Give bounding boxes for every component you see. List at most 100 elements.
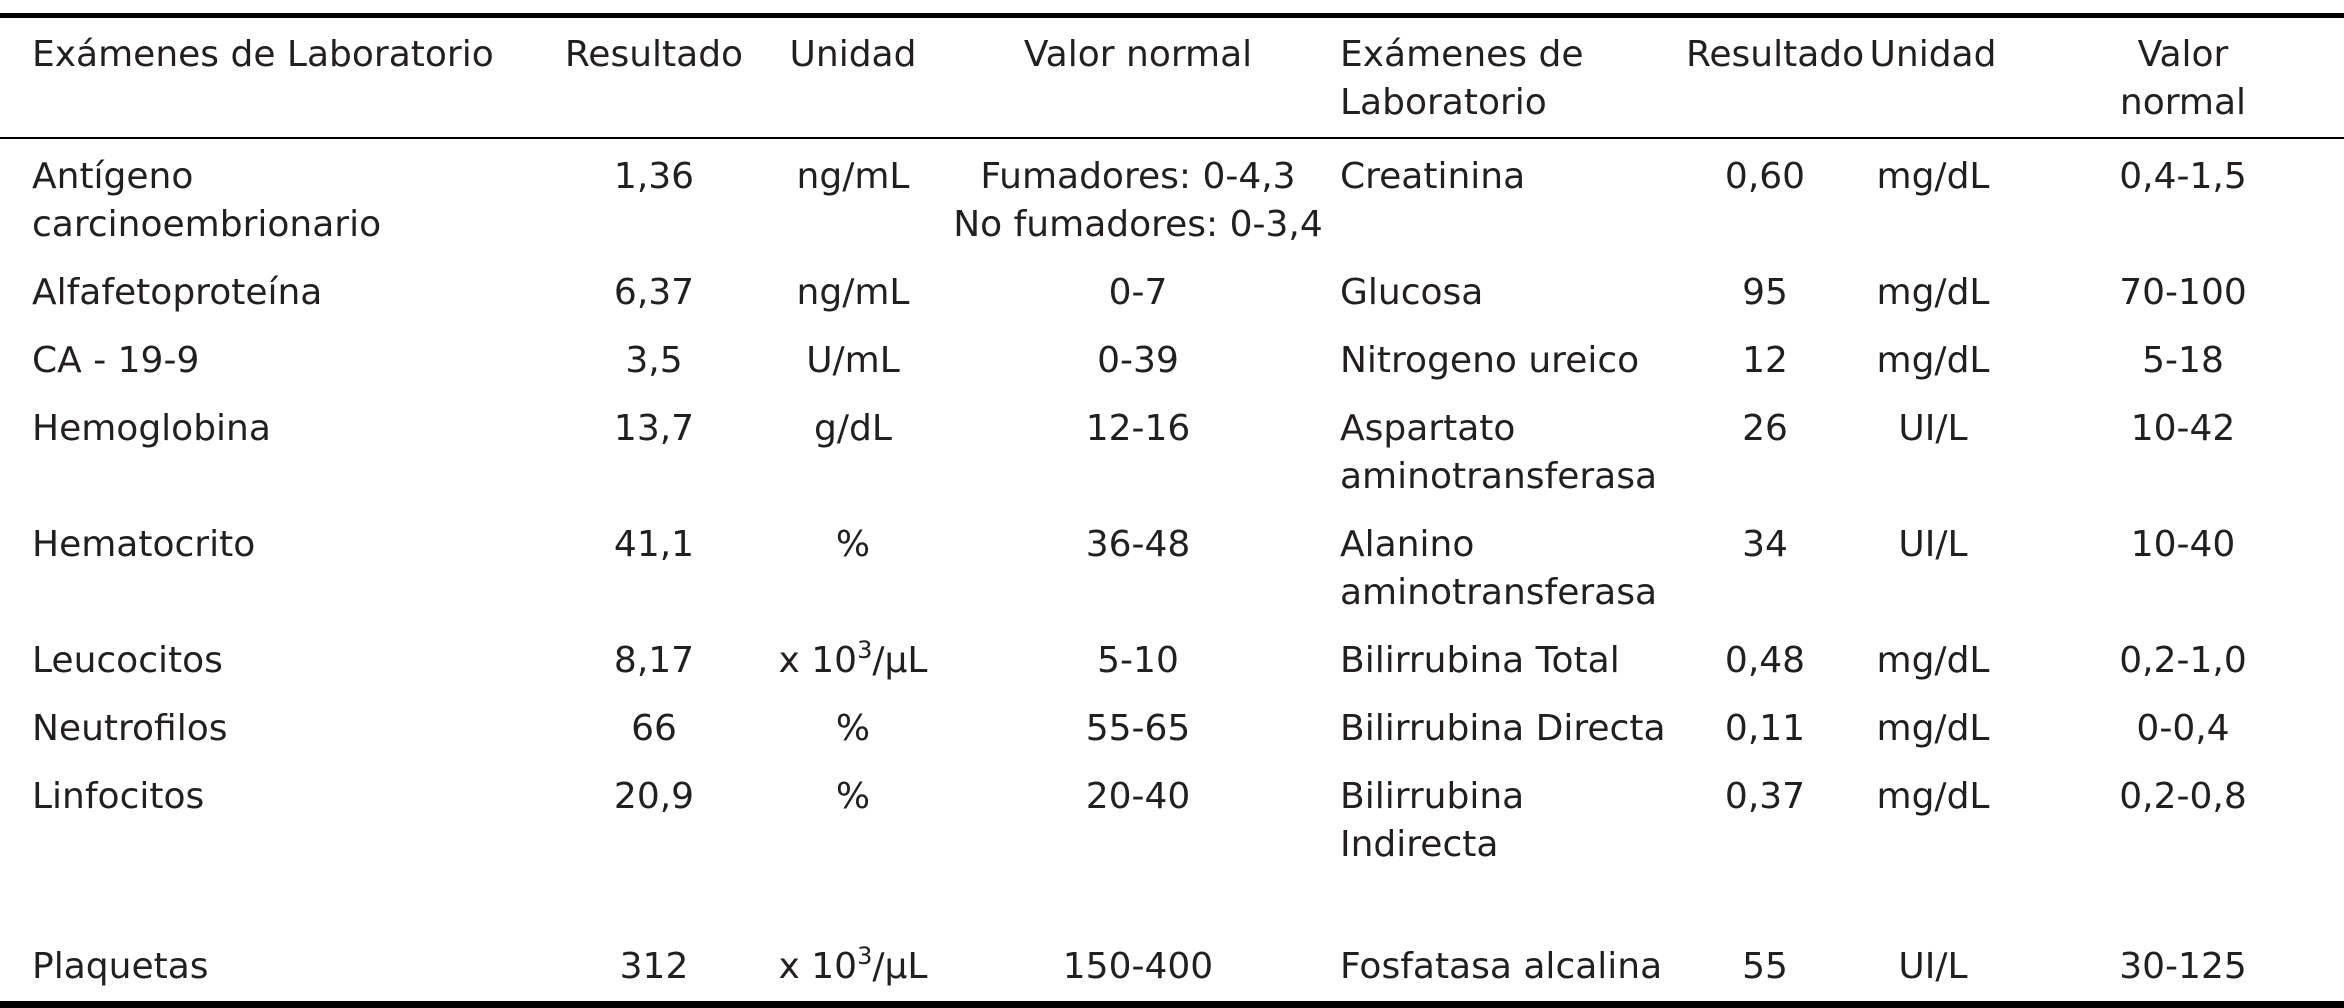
cell-unit-right: mg/dL xyxy=(1876,156,1990,197)
header-exam-left-label: Exámenes de Laboratorio xyxy=(32,34,494,75)
cell-exam-left: CA - 19-9 xyxy=(32,340,200,381)
header-normal-left-label: Valor normal xyxy=(1023,34,1253,75)
table-body: Antígeno carcinoembrionario 1,36 ng/mL F… xyxy=(0,138,2344,1008)
header-unit-left: Unidad xyxy=(768,13,938,139)
cell-normal-left: 150-400 xyxy=(938,873,1338,1008)
cell-normal-left: 0-7 xyxy=(1108,272,1168,313)
cell-unit-superscript: 3 xyxy=(857,636,873,664)
cell-unit-right: UI/L xyxy=(1898,524,1968,565)
cell-unit-base: x 10 xyxy=(778,640,858,681)
cell-unit-right: mg/dL xyxy=(1876,340,1990,381)
cell-exam-right: Aspartato aminotransferasa xyxy=(1338,389,1686,505)
cell-normal-left: 20-40 xyxy=(1085,776,1191,817)
cell-normal-right: 10-42 xyxy=(2130,408,2236,449)
cell-normal-right: 30-125 xyxy=(2022,873,2344,1008)
cell-exam-right: Alanino aminotransferasa xyxy=(1338,505,1686,621)
cell-normal-right: 0,2-0,8 xyxy=(2119,776,2247,817)
header-normal-right-line1: Valor xyxy=(2137,34,2229,75)
cell-unit-right: mg/dL xyxy=(1876,272,1990,313)
cell-exam-right: Bilirrubina Indirecta xyxy=(1340,776,1525,865)
table-row: Hemoglobina 13,7 g/dL 12-16 Aspartato ami… xyxy=(0,389,2344,505)
cell-result-right: 95 xyxy=(1742,272,1788,313)
cell-unit-left: % xyxy=(835,776,871,817)
cell-unit-right: mg/dL xyxy=(1876,776,1990,817)
header-exam-right: Exámenes de Laboratorio xyxy=(1338,13,1686,139)
header-result-left: Resultado xyxy=(540,13,768,139)
cell-exam-left: Hematocrito xyxy=(32,524,256,565)
cell-exam-right: Bilirrubina Directa xyxy=(1340,708,1666,749)
cell-result-right: 34 xyxy=(1742,524,1788,565)
cell-exam-right: Nitrogeno ureico xyxy=(1340,340,1640,381)
cell-exam-right: Creatinina xyxy=(1340,156,1526,197)
header-unit-right-label: Unidad xyxy=(1869,34,1997,75)
cell-unit-left: U/mL xyxy=(806,340,900,381)
cell-result-left: 13,7 xyxy=(613,408,695,449)
header-exam-right-line1: Exámenes de xyxy=(1340,34,1584,75)
cell-unit-left: ng/mL xyxy=(796,272,910,313)
cell-result-right: 0,60 xyxy=(1724,156,1806,197)
cell-normal-left: Fumadores: 0-4,3 No fumadores: 0-3,4 xyxy=(938,138,1338,253)
header-normal-right-line2: normal xyxy=(2119,82,2247,123)
cell-exam-left: Leucocitos xyxy=(32,640,223,681)
cell-normal-right: 10-40 xyxy=(2130,524,2236,565)
cell-exam-left: Antígeno carcinoembrionario xyxy=(32,156,382,245)
lab-results-table-container: Exámenes de Laboratorio Resultado Unidad… xyxy=(0,13,2344,1008)
cell-result-left: 20,9 xyxy=(613,776,695,817)
cell-unit-right: mg/dL xyxy=(1876,640,1990,681)
table-header: Exámenes de Laboratorio Resultado Unidad… xyxy=(0,13,2344,139)
cell-result-left: 1,36 xyxy=(613,156,695,197)
cell-normal-left-line2: No fumadores: 0-3,4 xyxy=(953,204,1323,245)
cell-normal-left: 55-65 xyxy=(1085,708,1191,749)
header-result-left-label: Resultado xyxy=(564,34,744,75)
cell-normal-left: 36-48 xyxy=(1085,524,1191,565)
cell-exam-right-line1: Alanino xyxy=(1340,524,1475,565)
header-exam-right-line2: Laboratorio xyxy=(1340,82,1547,123)
cell-exam-right-line1: Aspartato xyxy=(1340,408,1516,449)
cell-result-right: 12 xyxy=(1742,340,1788,381)
cell-exam-left: Linfocitos xyxy=(32,776,205,817)
header-unit-right: Unidad xyxy=(1844,13,2022,139)
cell-result-right: 0,48 xyxy=(1724,640,1806,681)
table-row: Plaquetas 312 x 103/µL 150-400 Fosfatasa… xyxy=(0,873,2344,1008)
cell-result-right: 0,11 xyxy=(1724,708,1806,749)
cell-result-left: 6,37 xyxy=(613,272,695,313)
cell-result-right: 55 xyxy=(1686,873,1844,1008)
cell-result-left: 8,17 xyxy=(613,640,695,681)
cell-normal-left-line1: Fumadores: 0-4,3 xyxy=(980,156,1296,197)
header-exam-left: Exámenes de Laboratorio xyxy=(0,13,540,139)
cell-normal-left: 0-39 xyxy=(1097,340,1179,381)
header-row: Exámenes de Laboratorio Resultado Unidad… xyxy=(0,13,2344,139)
cell-normal-left: 5-10 xyxy=(1097,640,1179,681)
header-normal-left: Valor normal xyxy=(938,13,1338,139)
cell-unit-base: x 10 xyxy=(778,946,858,987)
cell-normal-right: 0,2-1,0 xyxy=(2119,640,2247,681)
table-row: Alfafetoproteína 6,37 ng/mL 0-7 Glucosa … xyxy=(0,253,2344,321)
table-row: Neutrofilos 66 % 55-65 Bilirrubina Direc… xyxy=(0,689,2344,757)
header-result-right-label: Resultado xyxy=(1686,34,1865,75)
cell-unit-tail: /µL xyxy=(872,640,928,681)
table-row: Leucocitos 8,17 x 103/µL 5-10 Bilirrubin… xyxy=(0,621,2344,689)
cell-exam-right: Glucosa xyxy=(1340,272,1484,313)
cell-result-left: 3,5 xyxy=(625,340,683,381)
header-result-right: Resultado xyxy=(1686,13,1864,139)
cell-normal-right: 70-100 xyxy=(2119,272,2247,313)
cell-normal-left: 12-16 xyxy=(1085,408,1191,449)
cell-exam-right: Fosfatasa alcalina xyxy=(1338,873,1686,1008)
cell-unit-right: UI/L xyxy=(1844,873,2022,1008)
cell-unit-left: % xyxy=(835,524,871,565)
cell-exam-right-line2: aminotransferasa xyxy=(1340,572,1658,613)
cell-result-right: 26 xyxy=(1742,408,1788,449)
cell-unit-left: x 103/µL xyxy=(768,621,938,689)
cell-normal-right: 0-0,4 xyxy=(2136,708,2230,749)
cell-exam-right-line2: aminotransferasa xyxy=(1340,456,1658,497)
cell-result-left: 41,1 xyxy=(613,524,695,565)
cell-unit-left: ng/mL xyxy=(796,156,910,197)
lab-results-table: Exámenes de Laboratorio Resultado Unidad… xyxy=(0,13,2344,1008)
table-row: Linfocitos 20,9 % 20-40 Bilirrubina Indi… xyxy=(0,757,2344,873)
cell-normal-right: 0,4-1,5 xyxy=(2119,156,2247,197)
header-normal-right: Valor normal xyxy=(2022,13,2344,139)
table-row: Hematocrito 41,1 % 36-48 Alanino aminotra… xyxy=(0,505,2344,621)
cell-unit-right: mg/dL xyxy=(1876,708,1990,749)
cell-unit-right: UI/L xyxy=(1898,408,1968,449)
cell-unit-left: x 103/µL xyxy=(768,873,938,1008)
